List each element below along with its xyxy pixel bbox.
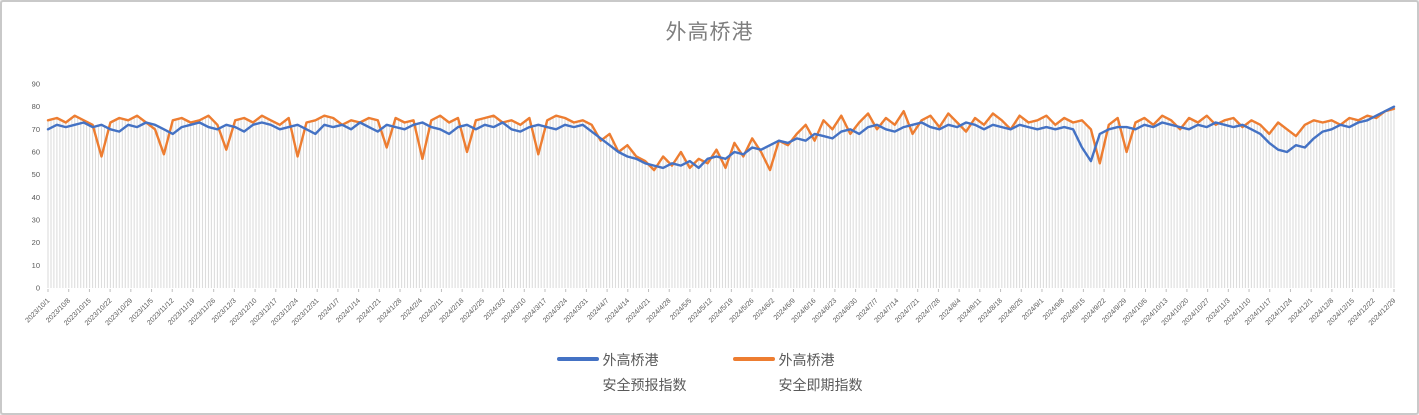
y-axis-label: 90: [32, 80, 40, 89]
y-axis-label: 80: [32, 102, 40, 111]
y-axis-label: 20: [32, 238, 40, 247]
legend-label-spot-line1: 外高桥港: [778, 352, 835, 368]
chart-title: 外高桥港: [665, 21, 754, 44]
drop-lines: [47, 106, 1395, 288]
legend: 外高桥港 安全预报指数 外高桥港 安全即期指数: [2, 348, 1417, 398]
spot-line-swatch: [732, 357, 775, 361]
legend-label-spot: 外高桥港 安全即期指数: [779, 348, 863, 398]
forecast-line-swatch: [556, 357, 599, 361]
legend-item-forecast[interactable]: 外高桥港 安全预报指数: [556, 348, 687, 398]
legend-label-spot-line2: 安全即期指数: [778, 377, 863, 393]
y-axis-label: 50: [32, 170, 40, 179]
y-axis-label: 60: [32, 148, 40, 157]
legend-label-forecast-line1: 外高桥港: [602, 352, 659, 368]
legend-label-forecast: 外高桥港 安全预报指数: [603, 348, 687, 398]
chart-canvas[interactable]: 01020304050607080902023/10/12023/10/8202…: [2, 2, 1419, 347]
y-axis-label: 30: [32, 216, 40, 225]
y-axis-label: 10: [32, 261, 40, 270]
legend-label-forecast-line2: 安全预报指数: [602, 377, 687, 393]
series-line-forecast[interactable]: [46, 105, 1396, 170]
y-axis-label: 70: [32, 125, 40, 134]
y-axis-label: 40: [32, 193, 40, 202]
legend-item-spot[interactable]: 外高桥港 安全即期指数: [732, 348, 863, 398]
y-axis-label: 0: [36, 284, 40, 293]
